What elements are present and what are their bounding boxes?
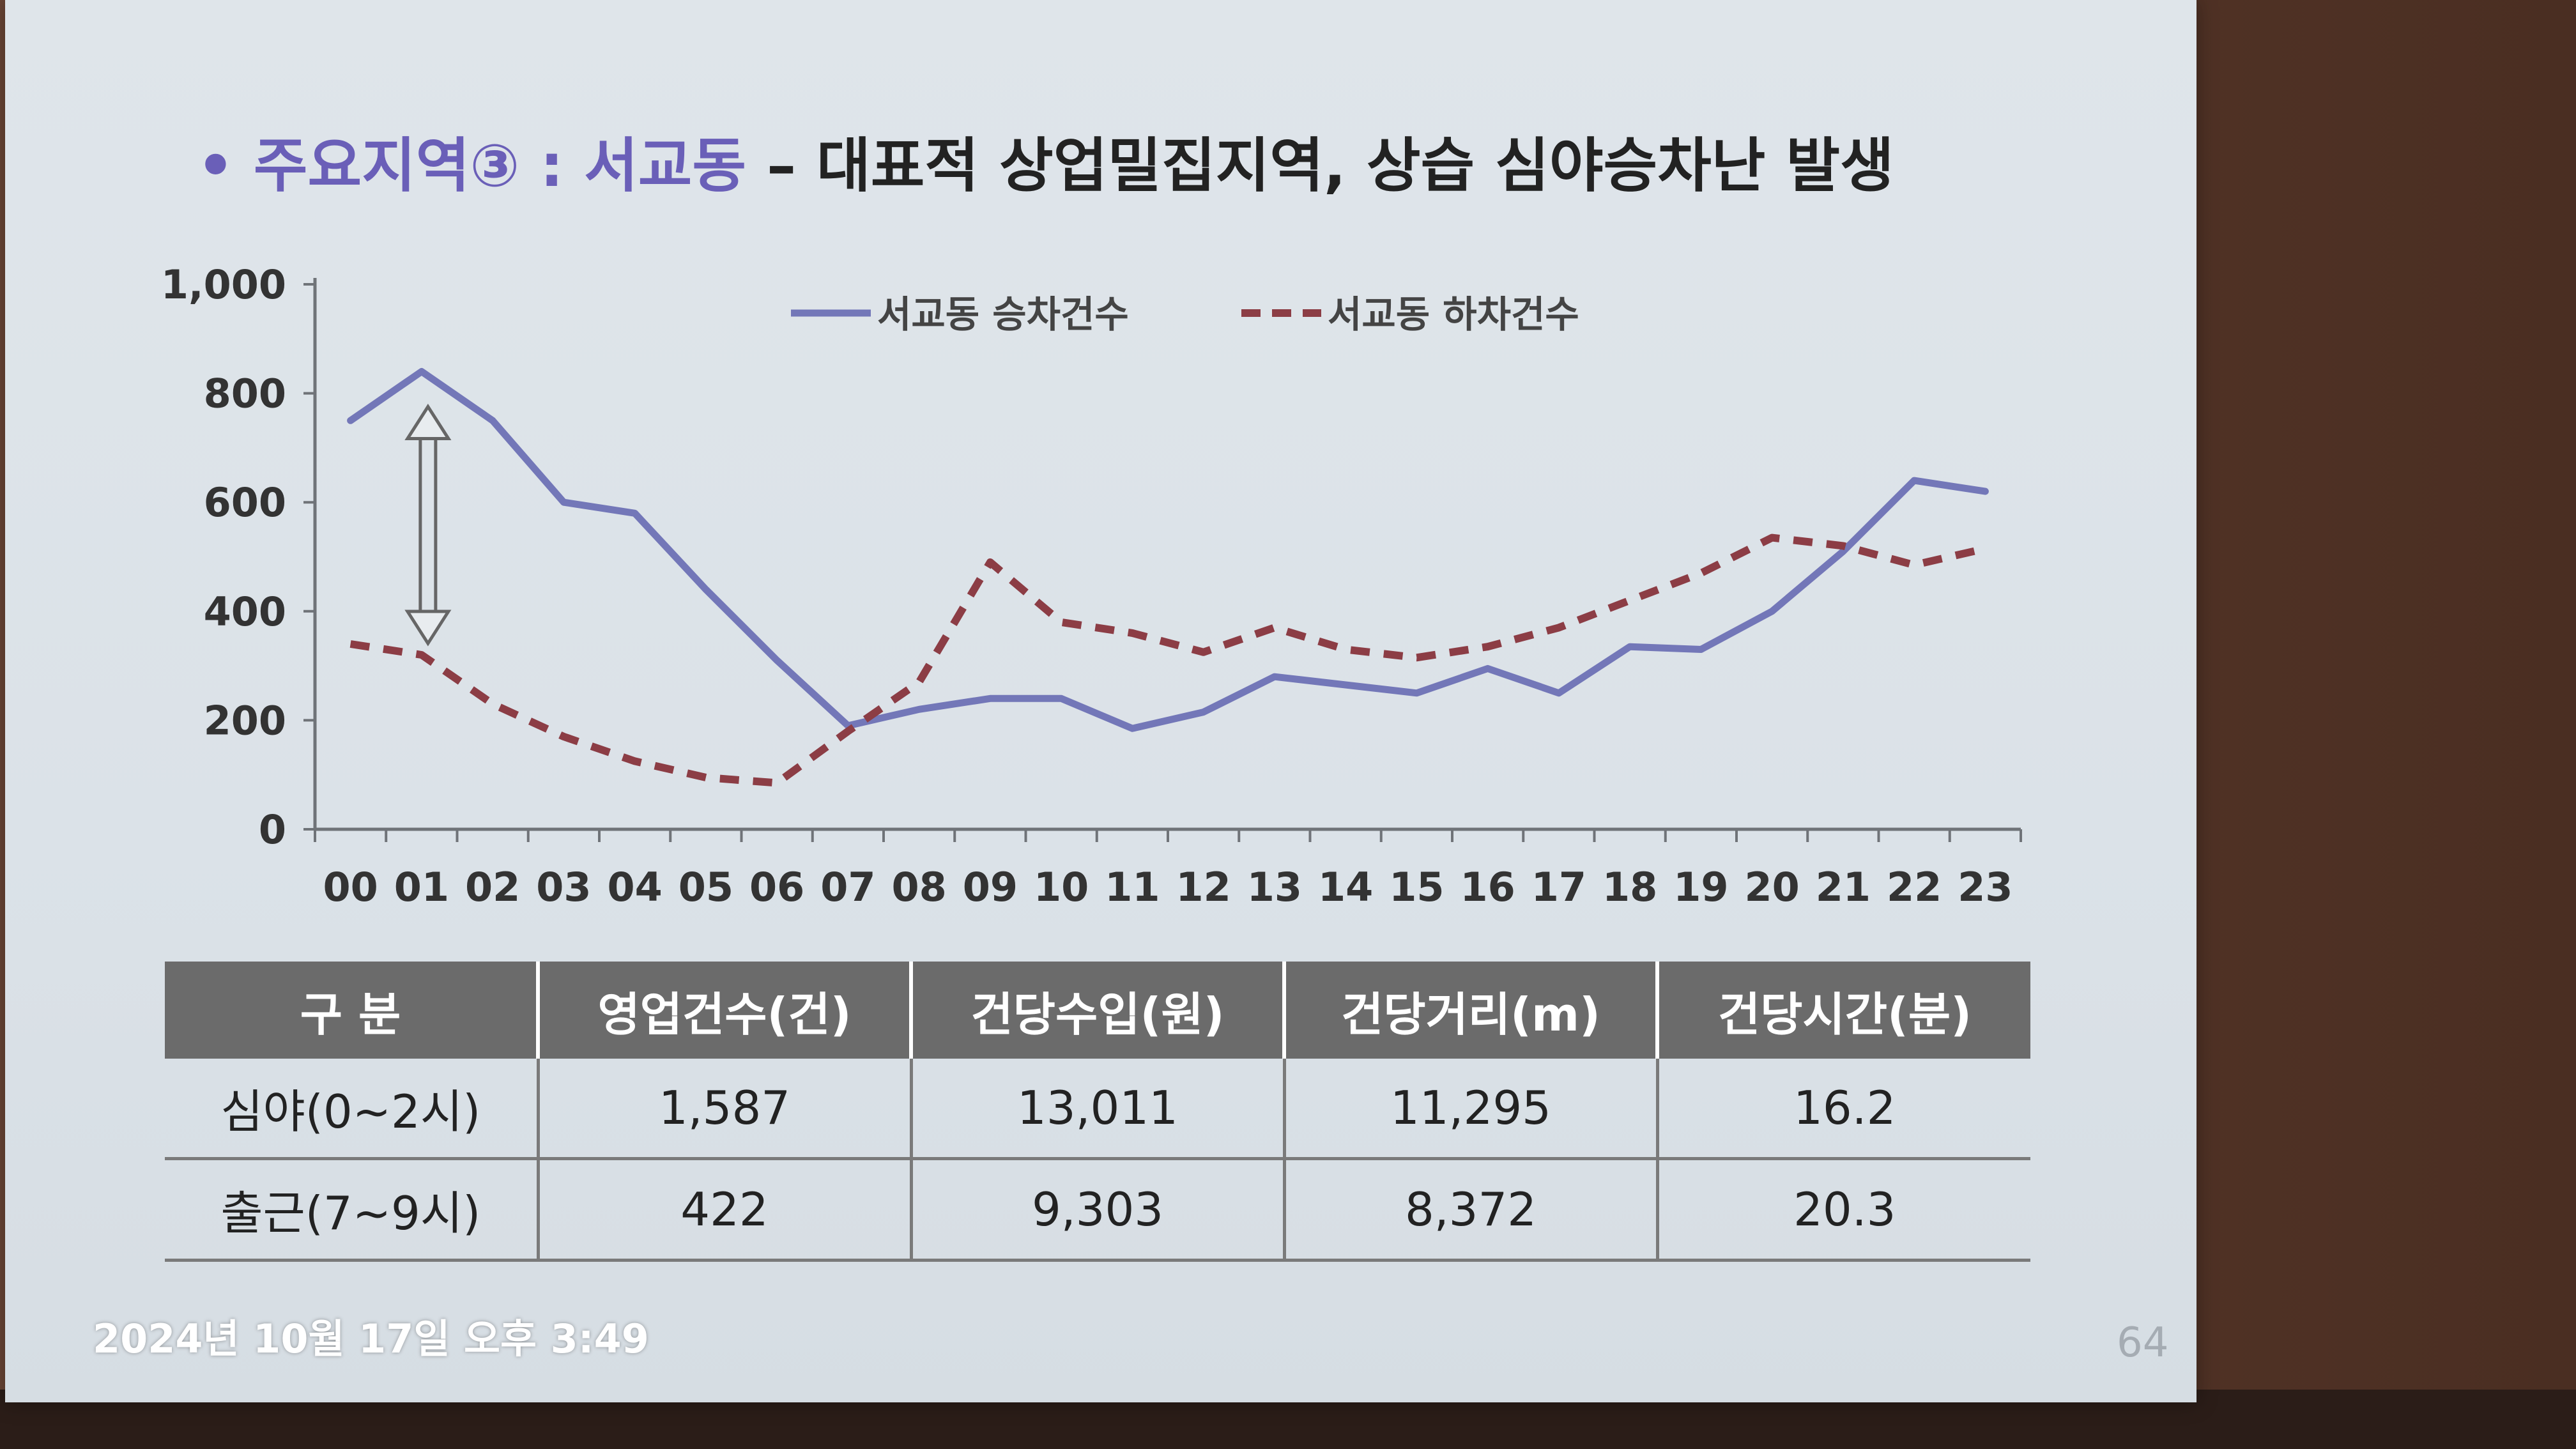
- header-category: 구 분: [165, 962, 538, 1059]
- photo-timestamp: 2024년 10월 17일 오후 3:49: [93, 1315, 649, 1362]
- y-tick-label: 200: [204, 697, 286, 744]
- data-point: [492, 703, 493, 705]
- header-distance: 건당거리(m): [1282, 962, 1657, 1059]
- arrow-head-bottom: [404, 610, 452, 647]
- data-point: [1913, 564, 1915, 565]
- data-point: [919, 682, 920, 683]
- chart-legend: 서교동 승차건수 서교동 하차건수: [791, 293, 1579, 336]
- y-tick-label: 1,000: [161, 261, 286, 308]
- chart-axes: [313, 278, 2021, 831]
- stats-table: 구 분 영업건수(건) 건당수입(원) 건당거리(m) 건당시간(분) 심야(0…: [165, 962, 2030, 1262]
- data-point: [1274, 627, 1275, 628]
- x-tick-label: 22: [1887, 864, 1942, 910]
- x-tick-label: 18: [1602, 864, 1657, 910]
- annotation-layer: [404, 403, 452, 647]
- slide-title: • 주요지역③ : 서교동 – 대표적 상업밀집지역, 상습 심야승차난 발생: [197, 121, 2145, 211]
- table-cell: 13,011: [909, 1059, 1284, 1160]
- x-tick-label: 07: [820, 864, 875, 910]
- x-tick-label: 10: [1034, 864, 1089, 910]
- presentation-slide: • 주요지역③ : 서교동 – 대표적 상업밀집지역, 상습 심야승차난 발생 0…: [5, 0, 2196, 1402]
- page-number: 64: [2117, 1319, 2169, 1367]
- x-tick-label: 00: [323, 864, 378, 910]
- title-description: – 대표적 상업밀집지역, 상습 심야승차난 발생: [746, 132, 1894, 200]
- header-time: 건당시간(분): [1655, 962, 2030, 1059]
- table-header-row: 구 분 영업건수(건) 건당수입(원) 건당거리(m) 건당시간(분): [165, 962, 2030, 1059]
- table-cell: 8,372: [1282, 1158, 1657, 1262]
- header-revenue: 건당수입(원): [909, 962, 1284, 1059]
- x-tick-label: 15: [1389, 864, 1444, 910]
- row-label: 출근(7~9시): [165, 1158, 538, 1262]
- series-layer: [347, 368, 1989, 787]
- table-cell: 422: [536, 1158, 911, 1262]
- data-point: [1629, 600, 1630, 601]
- table-cell: 1,587: [536, 1059, 911, 1160]
- x-tick-label: 11: [1105, 864, 1160, 910]
- title-bullet: •: [197, 132, 234, 200]
- legend-label-boarding: 서교동 승차건수: [877, 293, 1129, 336]
- x-tick-label: 14: [1318, 864, 1373, 910]
- data-point: [1984, 548, 1986, 549]
- x-tick-label: 16: [1460, 864, 1515, 910]
- x-tick-label: 09: [963, 864, 1018, 910]
- x-tick-label: 03: [536, 864, 591, 910]
- x-tick-label: 02: [465, 864, 520, 910]
- table-cell: 11,295: [1282, 1059, 1657, 1160]
- y-tick-label: 400: [204, 588, 286, 635]
- y-tick-label: 0: [259, 806, 286, 853]
- x-tick-label: 12: [1176, 864, 1230, 910]
- y-tick-label: 600: [204, 479, 286, 526]
- data-point: [776, 782, 778, 783]
- x-tick-label: 21: [1816, 864, 1871, 910]
- table-cell: 9,303: [909, 1158, 1284, 1262]
- data-point: [1345, 649, 1346, 650]
- x-tick-label: 19: [1673, 864, 1728, 910]
- table-cell: 20.3: [1655, 1158, 2030, 1262]
- double-arrow-annotation: [404, 403, 452, 647]
- series-boarding-line: [347, 368, 1989, 732]
- series-alighting-line: [349, 533, 1986, 787]
- table-row: 출근(7~9시) 422 9,303 8,372 20.3: [165, 1158, 2030, 1262]
- x-tick-label: 08: [891, 864, 946, 910]
- table-cell: 16.2: [1655, 1059, 2030, 1160]
- title-region: 주요지역③ : 서교동: [253, 132, 747, 200]
- y-tick-label: 800: [204, 371, 286, 417]
- x-tick-label: 06: [749, 864, 804, 910]
- legend-label-alighting: 서교동 하차건수: [1328, 293, 1579, 336]
- x-tick-label: 17: [1531, 864, 1586, 910]
- header-trips: 영업건수(건): [536, 962, 911, 1059]
- x-tick-label: 05: [678, 864, 733, 910]
- data-point: [1700, 572, 1701, 574]
- row-label: 심야(0~2시): [165, 1059, 538, 1160]
- arrow-head-top: [404, 403, 452, 440]
- data-point: [1061, 622, 1062, 623]
- y-axis-ticks: 0 200 400 600 800 1,000: [161, 261, 315, 853]
- x-tick-label: 04: [607, 864, 662, 910]
- table-row: 심야(0~2시) 1,587 13,011 11,295 16.2: [165, 1059, 2030, 1160]
- x-tick-label: 20: [1744, 864, 1799, 910]
- x-axis-ticks: 00 01 02 03 04 05 06 07 08 09 10 11 12 13 14 15 16 17 18 19…: [314, 829, 2022, 910]
- line-chart: 0 200 400 600 800 1,000 00 01 02 03 04 05 06 07 08 09 1…: [161, 261, 2022, 910]
- x-tick-label: 01: [394, 864, 449, 910]
- x-tick-label: 23: [1958, 864, 2012, 910]
- x-tick-label: 13: [1247, 864, 1302, 910]
